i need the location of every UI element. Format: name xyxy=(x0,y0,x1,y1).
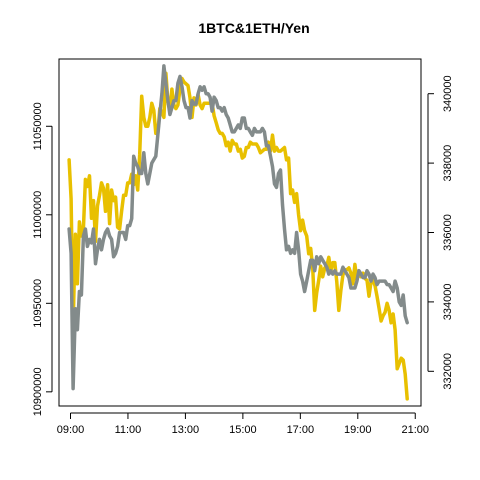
series-line-1 xyxy=(67,64,409,391)
series-line-0 xyxy=(67,71,409,401)
x-tick-label: 17:00 xyxy=(287,424,315,436)
x-tick-label: 21:00 xyxy=(401,424,429,436)
left-tick-label: 10900000 xyxy=(32,367,44,416)
left-tick-label: 10950000 xyxy=(32,279,44,328)
plot-frame xyxy=(58,58,422,407)
x-tick-label: 13:00 xyxy=(172,424,200,436)
right-y-axis: 332000 334000 336000 338000 340000 xyxy=(427,75,454,390)
right-tick-label: 340000 xyxy=(442,75,454,112)
x-tick-label: 19:00 xyxy=(344,424,372,436)
left-tick-label: 11050000 xyxy=(32,102,44,150)
x-tick-label: 11:00 xyxy=(115,424,142,436)
left-y-axis: 10900000 10950000 11000000 11050000 xyxy=(32,102,53,416)
left-tick-label: 11000000 xyxy=(32,191,44,239)
x-tick-label: 09:00 xyxy=(57,424,85,436)
x-axis: 09:00 11:00 13:00 15:00 17:00 19:00 21:00 xyxy=(57,412,429,436)
x-tick-label: 15:00 xyxy=(229,424,257,436)
right-tick-label: 332000 xyxy=(442,353,454,390)
chart-title: 1BTC&1ETH/Yen xyxy=(198,20,309,36)
right-tick-label: 334000 xyxy=(442,284,454,321)
series-layer xyxy=(67,64,409,401)
right-tick-label: 336000 xyxy=(442,214,454,251)
right-tick-label: 338000 xyxy=(442,145,454,182)
